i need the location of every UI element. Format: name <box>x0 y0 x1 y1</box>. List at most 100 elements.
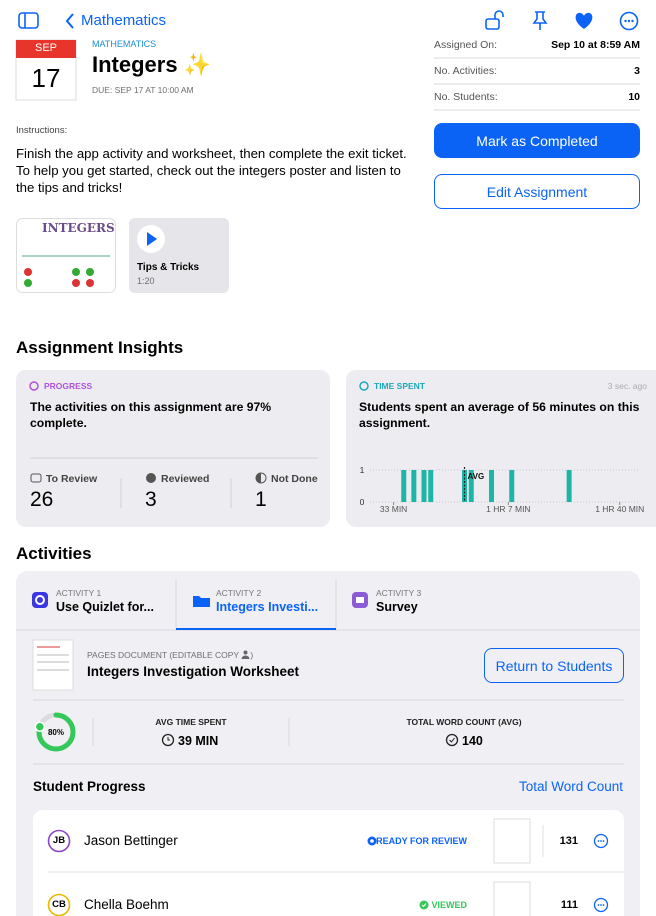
progress-icon <box>29 381 39 391</box>
sort-link[interactable]: Total Word Count <box>518 779 623 794</box>
progress-card <box>16 370 330 527</box>
tab-number[interactable]: ACTIVITY 3 <box>376 588 422 598</box>
x-tick-label: 1 HR 40 MIN <box>595 504 644 514</box>
section-heading: Assignment Insights <box>16 338 184 357</box>
unlock-icon[interactable] <box>485 10 504 30</box>
time-text: Students spent an average of 56 minutes … <box>359 400 640 430</box>
tab-title[interactable]: Integers Investi... <box>216 600 319 614</box>
progress-text: The activities on this assignment are 97… <box>30 400 272 430</box>
tab-title[interactable]: Use Quizlet for... <box>56 600 154 614</box>
y-tick-label: 1 <box>360 465 365 475</box>
calendar-day: 17 <box>31 63 61 93</box>
stat-label: To Review <box>46 473 98 485</box>
subheading: Student Progress <box>33 779 146 794</box>
stat-value: 39 MIN <box>178 734 219 748</box>
updated-time: 3 sec. ago <box>607 381 647 391</box>
ring-arc <box>36 712 76 752</box>
status: READY FOR REVIEW <box>376 836 467 846</box>
stat-value: 140 <box>462 734 483 748</box>
row-more[interactable] <box>593 833 609 849</box>
video-duration: 1:20 <box>137 276 155 286</box>
completion-ring: 80% <box>34 712 76 752</box>
bar <box>566 470 572 502</box>
time-chart: 0 1 33 MIN 1 HR 7 MIN 1 HR 40 MIN AVG <box>360 465 645 514</box>
tab-title[interactable]: Survey <box>376 600 418 614</box>
back-link[interactable]: Mathematics <box>81 12 167 29</box>
avatar <box>47 829 71 853</box>
card-label: TIME SPENT <box>374 381 426 391</box>
mark-completed-button[interactable]: Mark as Completed <box>434 123 640 158</box>
stat-value: 1 <box>255 488 267 511</box>
heart-icon[interactable] <box>575 12 593 29</box>
back-chevron[interactable] <box>65 13 74 29</box>
more-icon[interactable] <box>619 11 639 31</box>
poster-thumbnail[interactable] <box>16 218 116 293</box>
stat-label: Reviewed <box>161 473 210 485</box>
student-name[interactable]: Chella Boehm <box>84 897 169 912</box>
video-title: Tips & Tricks <box>137 262 200 273</box>
review-icon <box>30 473 42 483</box>
separators <box>434 57 640 111</box>
tab-number[interactable]: ACTIVITY 1 <box>56 588 102 598</box>
document-type: PAGES DOCUMENT (EDITABLE COPY ) <box>87 650 254 660</box>
tab-number[interactable]: ACTIVITY 2 <box>216 588 262 598</box>
ready-icon <box>367 836 377 846</box>
stat-value: 26 <box>30 488 54 511</box>
due-date: DUE: SEP 17 AT 10:00 AM <box>92 85 194 95</box>
return-button[interactable]: Return to Students <box>484 648 624 683</box>
word-count: 131 <box>559 835 578 847</box>
word-count: 111 <box>560 899 578 911</box>
video-thumbnail[interactable] <box>129 218 229 293</box>
subject: MATHEMATICS <box>92 39 157 49</box>
detail-value: 3 <box>634 65 640 77</box>
stat-label: AVG TIME SPENT <box>155 717 227 727</box>
detail-label: Assigned On: <box>434 39 498 51</box>
detail-label: No. Students: <box>434 91 498 103</box>
folder-icon <box>193 596 210 607</box>
section-heading: Activities <box>16 544 92 563</box>
avg-label: AVG <box>468 472 485 481</box>
sidebar-icon[interactable] <box>18 12 39 29</box>
x-tick-label: 33 MIN <box>380 504 407 514</box>
clock-icon <box>161 733 175 747</box>
x-tick-label: 1 HR 7 MIN <box>486 504 530 514</box>
person-icon <box>241 650 250 659</box>
row-more[interactable] <box>593 897 609 913</box>
bar <box>489 470 494 502</box>
stat-label: TOTAL WORD COUNT (AVG) <box>406 717 522 727</box>
time-icon <box>359 381 369 391</box>
document-thumbnail <box>32 639 74 691</box>
detail-value: 10 <box>628 91 640 103</box>
pin-icon[interactable] <box>532 11 548 30</box>
stat-label: Not Done <box>271 473 318 485</box>
not-done-icon <box>256 473 261 483</box>
instructions-text: Finish the app activity and worksheet, t… <box>16 146 407 195</box>
student-name[interactable]: Jason Bettinger <box>84 833 178 848</box>
stat-value: 3 <box>145 488 157 511</box>
bar <box>421 470 427 502</box>
ring-label: 80% <box>48 728 64 737</box>
instructions-label: Instructions: <box>16 125 68 136</box>
count-icon <box>445 733 459 747</box>
calendar-month: SEP <box>34 42 57 54</box>
work-thumbnail[interactable] <box>493 818 531 864</box>
count-icon <box>449 737 455 743</box>
bar <box>468 470 474 502</box>
assignment-title: Integers ✨ <box>92 52 212 77</box>
card-label: PROGRESS <box>44 381 93 391</box>
y-tick-label: 0 <box>360 497 365 507</box>
bar <box>401 470 407 502</box>
detail-value: Sep 10 at 8:59 AM <box>551 39 640 51</box>
work-thumbnail[interactable] <box>493 881 531 916</box>
edit-button[interactable]: Edit Assignment <box>434 174 640 209</box>
avatar-initials: CB <box>52 899 66 910</box>
viewed-icon <box>419 900 429 910</box>
ring-knob <box>34 721 46 732</box>
student-list <box>33 810 624 916</box>
quizlet-icon <box>32 592 48 608</box>
reviewed-icon <box>146 473 156 483</box>
survey-icon <box>352 592 368 608</box>
detail-label: No. Activities: <box>434 65 498 77</box>
